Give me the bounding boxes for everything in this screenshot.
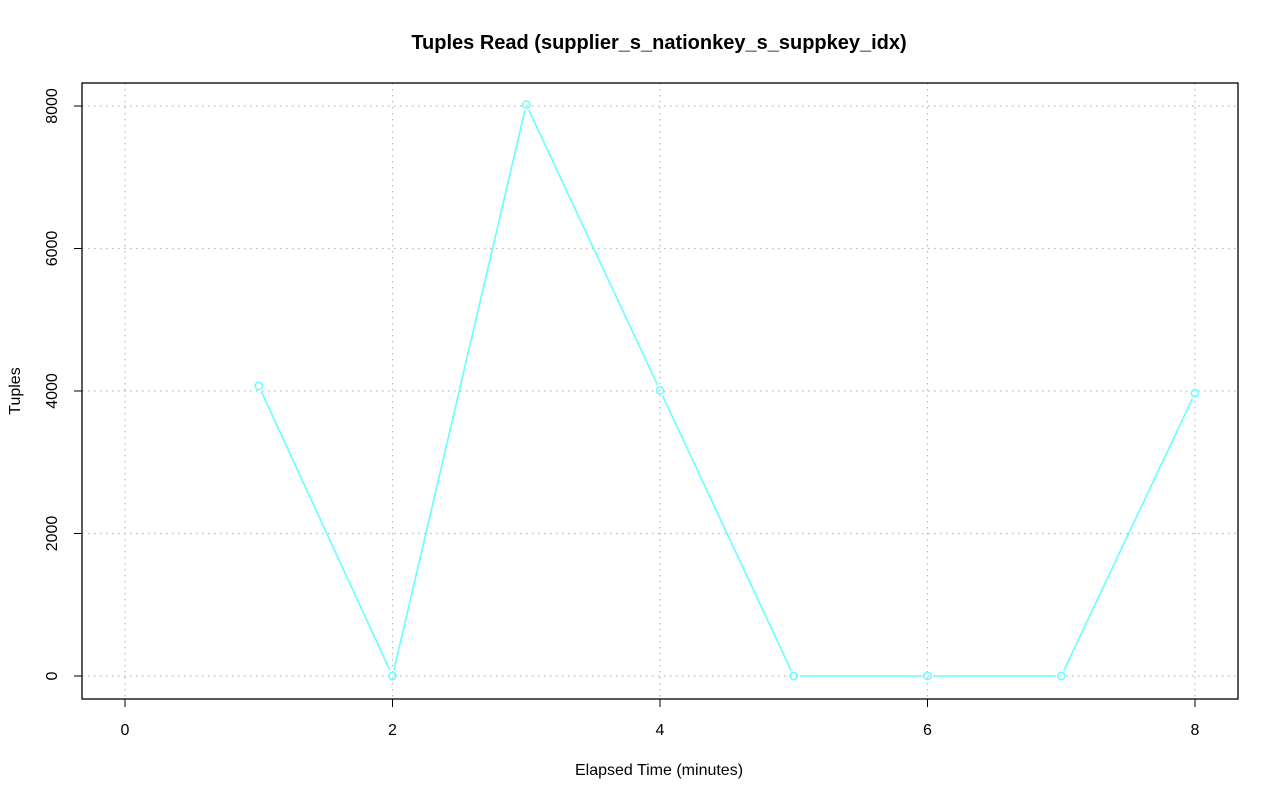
chart-title: Tuples Read (supplier_s_nationkey_s_supp… <box>411 32 906 54</box>
x-axis-label: Elapsed Time (minutes) <box>575 762 743 779</box>
y-axis-label: Tuples <box>7 367 24 414</box>
y-tick-label: 0 <box>44 671 61 680</box>
x-tick-label: 0 <box>121 722 130 739</box>
series-line-segment <box>1063 398 1194 671</box>
x-tick-label: 4 <box>656 722 665 739</box>
data-point <box>521 100 531 109</box>
y-tick-label: 4000 <box>44 373 61 409</box>
series-line-segment <box>661 395 792 671</box>
data-point <box>655 385 665 395</box>
y-tick-label: 8000 <box>44 88 61 124</box>
x-axis: 0 2 4 6 8 <box>121 699 1200 739</box>
y-axis: 0 2000 4000 6000 8000 <box>44 88 82 680</box>
data-point <box>1190 388 1200 398</box>
data-point <box>388 671 397 681</box>
data-point <box>1056 671 1066 681</box>
y-tick-label: 6000 <box>44 231 61 267</box>
x-tick-label: 2 <box>388 722 397 739</box>
grid-lines <box>82 83 1238 699</box>
series-line-segment <box>260 391 391 671</box>
series-line-segment <box>528 109 659 386</box>
x-tick-label: 8 <box>1191 722 1200 739</box>
x-tick-label: 6 <box>923 722 932 739</box>
data-point <box>789 671 799 681</box>
data-point <box>254 381 264 391</box>
plot-frame <box>81 82 1239 700</box>
series-layer <box>254 100 1200 681</box>
series-line-segment <box>393 110 526 671</box>
y-tick-label: 2000 <box>44 516 61 552</box>
data-point <box>923 671 932 681</box>
